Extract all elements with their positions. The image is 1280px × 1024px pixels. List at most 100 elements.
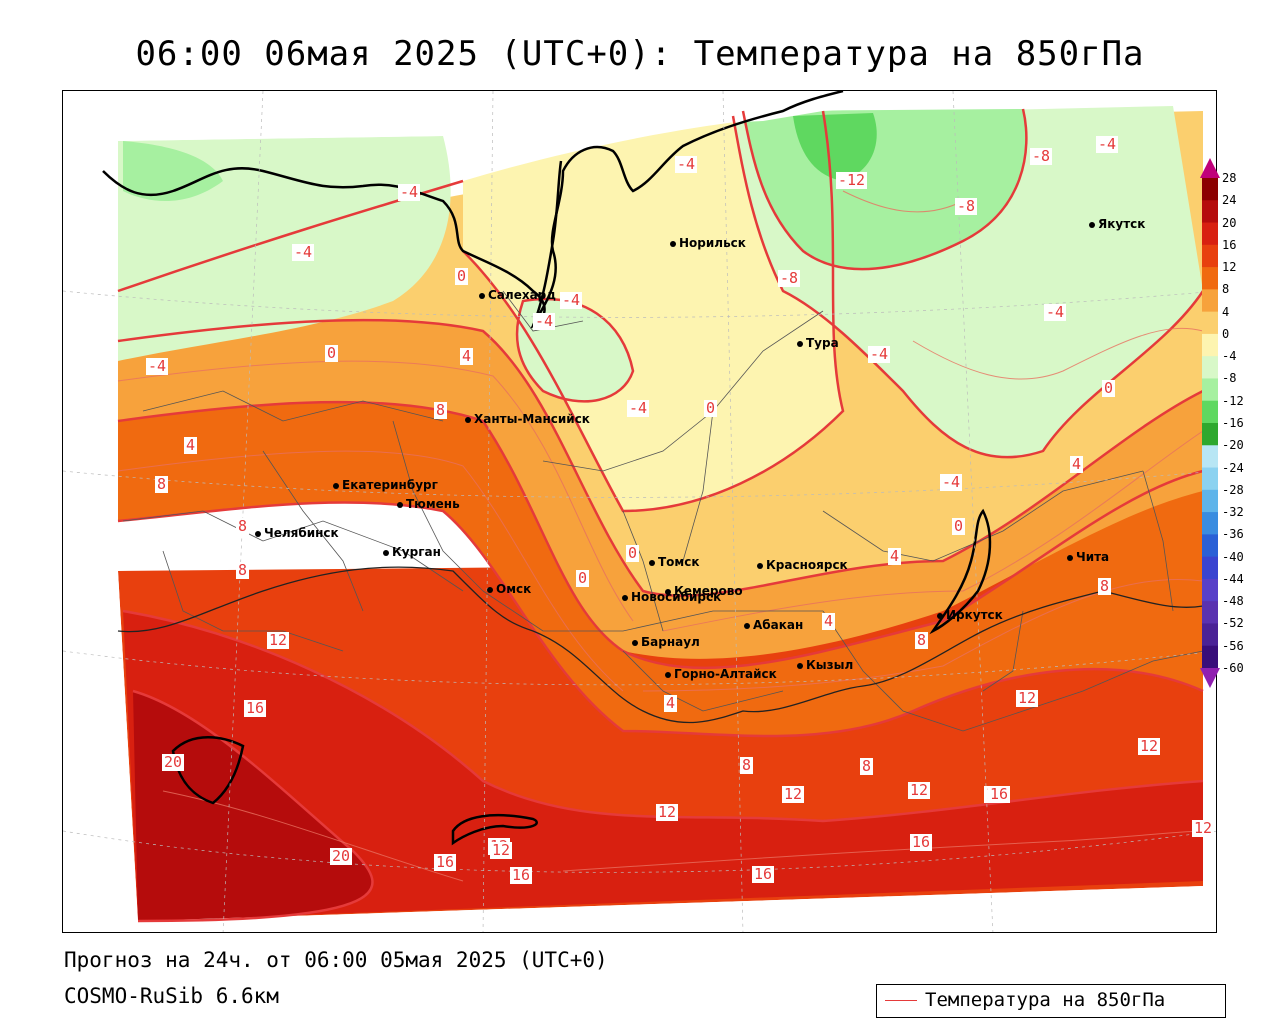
city-dot <box>797 340 803 347</box>
city-label: Новосибирск <box>622 590 721 604</box>
isotherm-label: 12 <box>782 785 805 803</box>
isotherm-label: 8 <box>915 631 929 649</box>
colorbar-swatch <box>1202 400 1218 424</box>
isotherm-label: 0 <box>455 267 469 285</box>
city-label: Якутск <box>1089 217 1145 231</box>
isotherm-label: 12 <box>1192 819 1215 837</box>
colorbar-swatch <box>1202 244 1218 268</box>
city-dot <box>797 662 803 669</box>
city-label: Салехард <box>479 288 556 302</box>
city-name: Кемерово <box>674 584 743 598</box>
outside-domain-w <box>63 91 138 932</box>
isotherm-label: 4 <box>664 694 678 712</box>
colorbar-swatch <box>1202 222 1218 246</box>
colorbar-tick-label: 24 <box>1222 193 1237 208</box>
isotherm-label: 12 <box>656 803 679 821</box>
colorbar-tick-label: 28 <box>1222 171 1237 185</box>
legend: Температура на 850гПа <box>876 984 1226 1018</box>
colorbar-tick-label: 8 <box>1222 282 1230 297</box>
isotherm-label: 8 <box>434 401 448 419</box>
legend-line-swatch <box>885 1000 917 1001</box>
outside-domain-s <box>74 886 1216 932</box>
colorbar-bottom-arrow <box>1200 668 1220 688</box>
colorbar-tick-label: -4 <box>1222 349 1237 364</box>
colorbar-tick-label: 12 <box>1222 260 1237 275</box>
colorbar-tick-label: 0 <box>1222 326 1230 341</box>
colorbar-swatch <box>1202 556 1218 580</box>
page-title: 06:00 06мая 2025 (UTC+0): Температура на… <box>135 34 1145 74</box>
colorbar-swatch <box>1202 578 1218 602</box>
city-name: Курган <box>392 545 441 559</box>
isotherm-label: -4 <box>627 399 650 417</box>
admin-borders <box>122 290 1204 732</box>
city-dot <box>383 549 389 556</box>
isotherm-label: 0 <box>576 569 590 587</box>
city-dot <box>465 416 471 423</box>
map-panel <box>62 90 1217 933</box>
city-dot <box>1089 221 1095 228</box>
isotherm-label: -4 <box>533 312 556 330</box>
city-name: Ханты-Мансийск <box>474 412 590 426</box>
city-dot <box>665 588 671 595</box>
isotherm-label: 8 <box>155 475 169 493</box>
colorbar-swatch <box>1202 445 1218 469</box>
city-dot <box>757 562 763 569</box>
isotherm-label: 12 <box>1138 737 1161 755</box>
city-dot <box>665 671 671 678</box>
isotherm-label: 8 <box>236 517 250 535</box>
isotherm-label: 0 <box>704 399 718 417</box>
isotherm-label: -4 <box>146 357 169 375</box>
city-name: Барнаул <box>641 635 700 649</box>
colorbar-swatch <box>1202 467 1218 491</box>
colorbar-tick-label: -60 <box>1222 661 1244 675</box>
isotherm-label: 12 <box>1016 689 1039 707</box>
isotherm-label: -4 <box>1096 135 1119 153</box>
zone-20 <box>133 691 373 921</box>
colorbar-tick-label: -40 <box>1222 549 1244 564</box>
isotherm-label: 16 <box>910 833 933 851</box>
city-label: Томск <box>649 555 700 569</box>
isotherm-label: 16 <box>752 865 775 883</box>
city-name: Красноярск <box>766 558 848 572</box>
isotherm-label: -8 <box>778 269 801 287</box>
city-name: Новосибирск <box>631 590 722 604</box>
legend-label: Температура на 850гПа <box>925 989 1166 1011</box>
colorbar-swatch <box>1202 489 1218 513</box>
colorbar-swatches <box>1200 158 1220 688</box>
colorbar-tick-label: -24 <box>1222 460 1244 475</box>
colorbar-tick-label: -44 <box>1222 571 1244 586</box>
city-label: Челябинск <box>255 526 339 540</box>
colorbar <box>1200 158 1220 688</box>
colorbar-swatch <box>1202 512 1218 535</box>
city-name: Кызыл <box>806 658 854 672</box>
isotherm-label: 8 <box>740 756 754 774</box>
colorbar-tick-label: -16 <box>1222 416 1244 430</box>
city-label: Иркутск <box>937 608 1003 622</box>
city-label: Екатеринбург <box>333 478 438 492</box>
city-name: Омск <box>496 582 532 596</box>
lake-baikal <box>929 508 992 635</box>
forecast-info: Прогноз на 24ч. от 06:00 05мая 2025 (UTC… <box>64 948 608 972</box>
colorbar-swatch <box>1202 267 1218 290</box>
colorbar-swatch <box>1202 645 1218 669</box>
zone-16 <box>123 611 1203 921</box>
city-dot <box>744 622 750 629</box>
city-label: Кызыл <box>797 658 853 672</box>
isotherm-label: 4 <box>1070 455 1084 473</box>
lake-zaysan <box>171 736 245 805</box>
city-label: Омск <box>487 582 531 596</box>
city-name: Горно-Алтайск <box>674 667 777 681</box>
isotherm-label: 20 <box>330 847 353 865</box>
colorbar-swatch <box>1202 601 1218 624</box>
colorbar-swatch <box>1202 534 1218 558</box>
zone-minus8-west <box>123 141 223 201</box>
city-name: Тура <box>806 336 839 350</box>
colorbar-tick-label: -20 <box>1222 438 1244 453</box>
city-label: Абакан <box>744 618 803 632</box>
isotherm-label: 12 <box>267 631 290 649</box>
city-dot <box>649 559 655 566</box>
city-name: Абакан <box>753 618 804 632</box>
isotherm-label: 16 <box>988 785 1011 803</box>
city-label: Курган <box>383 545 441 559</box>
colorbar-tick-label: -8 <box>1222 371 1237 386</box>
